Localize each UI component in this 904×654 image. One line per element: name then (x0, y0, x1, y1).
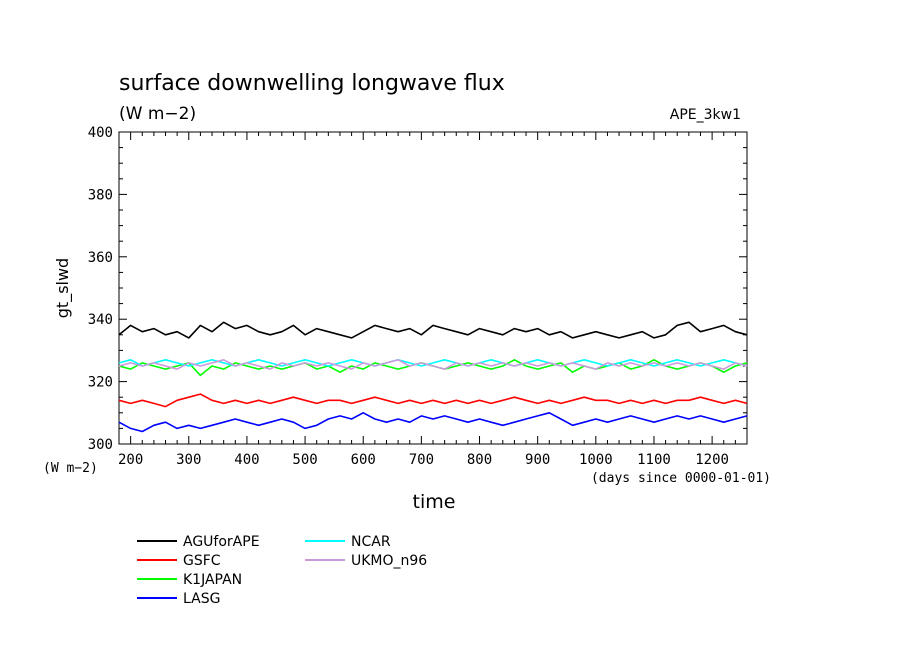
legend-label-gsfc: GSFC (183, 553, 221, 569)
x-tick-label: 1200 (695, 452, 729, 468)
series-line-aguforape (118, 321, 748, 339)
y-axis-label: gt_slwd (53, 258, 73, 318)
x-tick-label: 1100 (637, 452, 671, 468)
legend-label-lasg: LASG (183, 591, 220, 607)
series-line-gsfc (118, 393, 748, 408)
chart-title: surface downwelling longwave flux (119, 71, 505, 96)
plot-frame (118, 131, 748, 445)
x-tick-label: 500 (292, 452, 317, 468)
y-tick-label: 320 (88, 375, 113, 391)
x-tick-label: 1000 (579, 452, 613, 468)
legend-label-ncar: NCAR (351, 534, 391, 550)
x-tick-label: 300 (176, 452, 201, 468)
series-line-lasg (118, 411, 748, 433)
x-axis-label: time (413, 491, 456, 513)
x-tick-label: 600 (351, 452, 376, 468)
x-tick-label: 700 (409, 452, 434, 468)
tick-labels: 200 300 400 500 600 700 800 900 1000 1100 1200 300 3… (88, 125, 729, 468)
x-tick-label: 800 (467, 452, 492, 468)
chart-units: (W m−2) (119, 104, 196, 124)
legend-label-aguforape: AGUforAPE (183, 534, 260, 550)
y-tick-label: 300 (88, 437, 113, 453)
series-lines (118, 321, 748, 433)
legend-label-ukmo-n96: UKMO_n96 (351, 553, 427, 569)
series-line-ncar (118, 358, 748, 367)
x-units-label: (days since 0000-01-01) (591, 471, 771, 486)
legend-label-k1japan: K1JAPAN (183, 572, 242, 588)
x-tick-label: 400 (234, 452, 259, 468)
y-units-label: (W m−2) (43, 461, 98, 476)
x-tick-label: 200 (118, 452, 143, 468)
series-line-ukmo-n96 (118, 358, 748, 370)
y-tick-label: 360 (88, 250, 113, 266)
y-tick-label: 340 (88, 312, 113, 328)
axis-ticks (118, 131, 748, 445)
y-tick-label: 400 (88, 125, 113, 141)
y-tick-label: 380 (88, 187, 113, 203)
legend: AGUforAPE GSFC K1JAPAN LASG NCAR UKMO_n96 (137, 534, 427, 607)
x-tick-label: 900 (525, 452, 550, 468)
experiment-label: APE_3kw1 (670, 107, 741, 123)
